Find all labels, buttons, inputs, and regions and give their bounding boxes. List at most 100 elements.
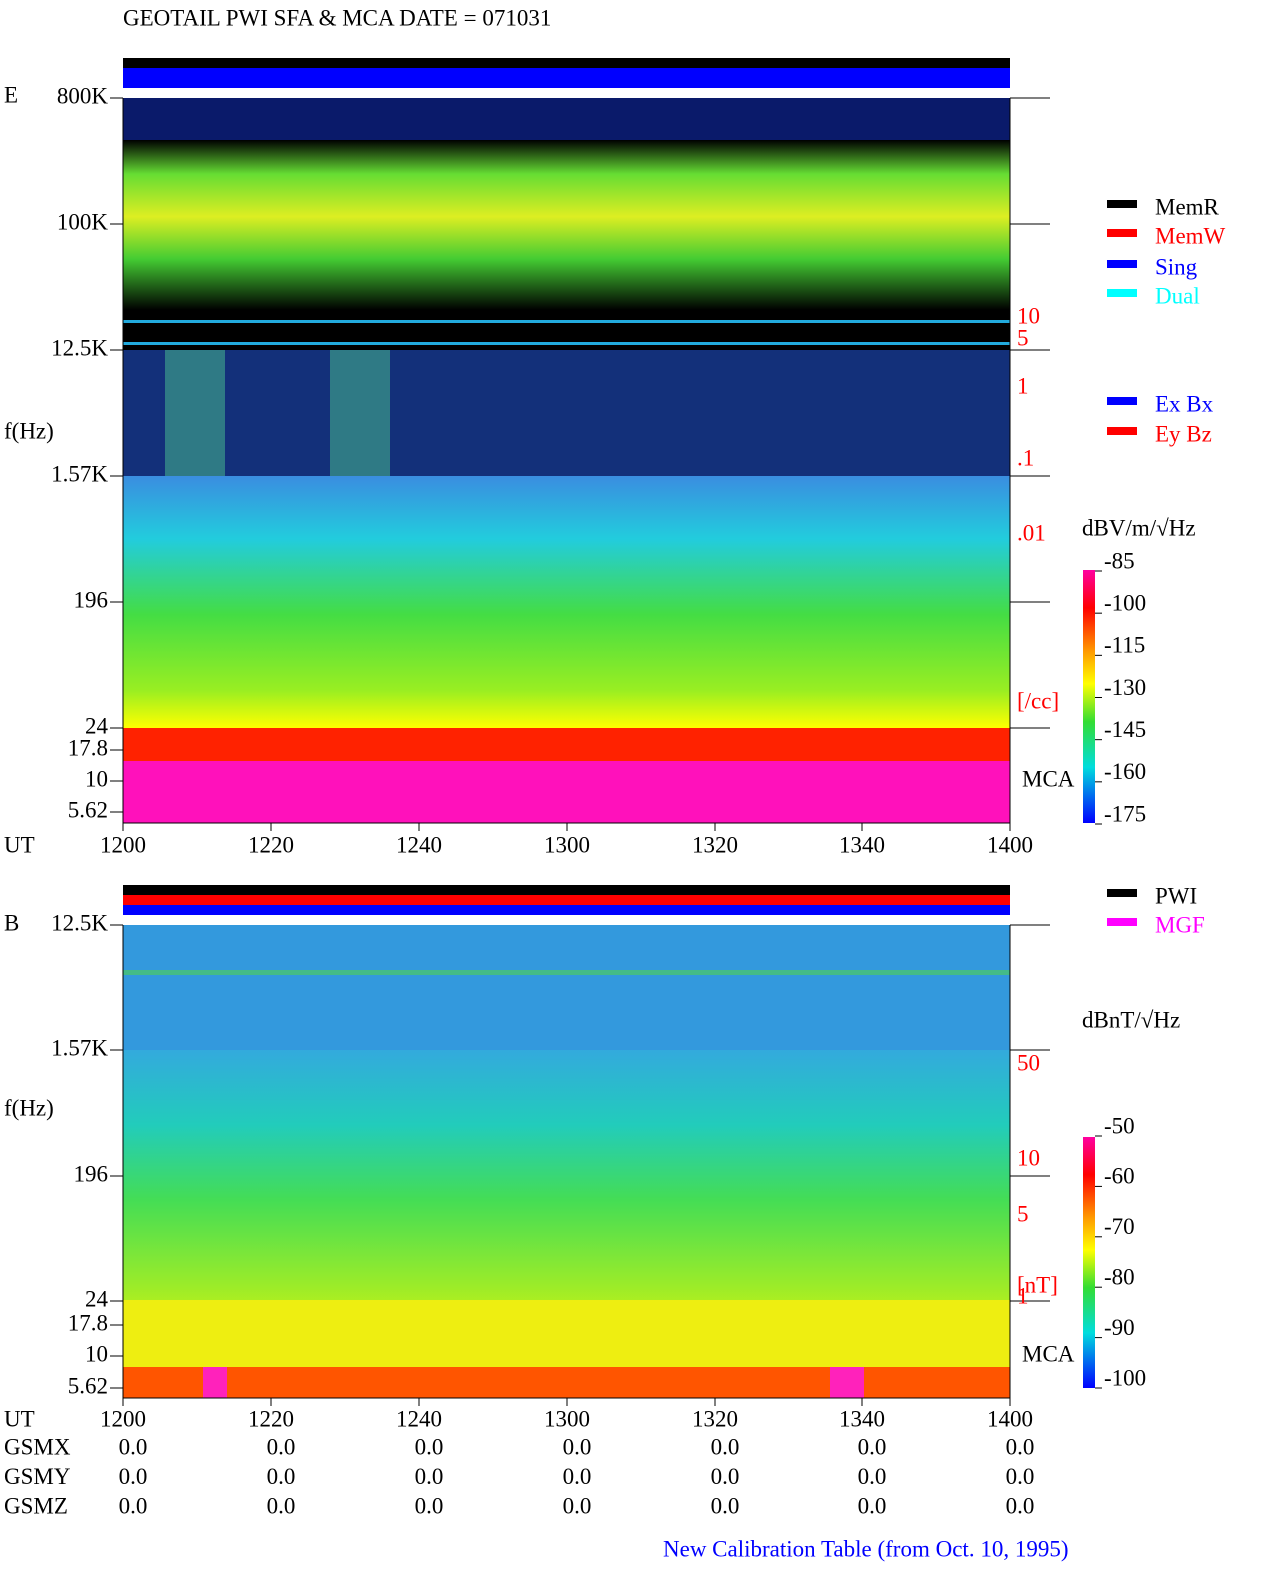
density-label: [nT]	[1017, 1272, 1058, 1297]
density-label: 5	[1017, 325, 1029, 350]
spectrogram	[203, 1367, 227, 1398]
x-tick-label: 1400	[987, 1406, 1033, 1431]
legend-label: Ex Bx	[1155, 391, 1214, 416]
orbit-value: 0.0	[563, 1493, 592, 1518]
colorbar-tick-label: -145	[1104, 717, 1146, 742]
orbit-value: 0.0	[267, 1464, 296, 1489]
spectrogram	[123, 1367, 1010, 1398]
legend-swatch	[1107, 260, 1137, 268]
colorbar-tick-label: -175	[1104, 801, 1146, 826]
x-tick-label: 1240	[396, 832, 442, 857]
colorbar-tick-label: -70	[1104, 1214, 1135, 1239]
colorbar-tick-label: -85	[1104, 548, 1135, 573]
spectrogram	[123, 320, 1010, 323]
y-tick-label: 5.62	[68, 1373, 108, 1398]
spectrogram	[123, 140, 1010, 310]
y-axis-label: f(Hz)	[4, 418, 54, 443]
colorbar-unit: dBV/m/√Hz	[1082, 515, 1196, 540]
status-bar	[123, 885, 1010, 895]
colorbar-tick-label: -160	[1104, 759, 1146, 784]
orbit-value: 0.0	[563, 1434, 592, 1459]
status-bar	[123, 905, 1010, 915]
density-label: [/cc]	[1017, 688, 1059, 713]
spectrogram	[165, 350, 225, 476]
legend-label: MGF	[1155, 912, 1205, 937]
legend-label: MemW	[1155, 223, 1226, 248]
x-tick-label: 1240	[396, 1406, 442, 1431]
orbit-value: 0.0	[711, 1493, 740, 1518]
x-tick-label: 1320	[692, 832, 738, 857]
y-tick-label: 196	[74, 587, 109, 612]
orbit-value: 0.0	[119, 1464, 148, 1489]
x-axis-label: UT	[4, 1406, 35, 1431]
colorbar-unit: dBnT/√Hz	[1082, 1007, 1180, 1032]
spectrogram	[123, 925, 1010, 1050]
legend-swatch	[1107, 397, 1137, 405]
legend-label: PWI	[1155, 883, 1197, 908]
density-label: .1	[1017, 445, 1034, 470]
orbit-value: 0.0	[1006, 1493, 1035, 1518]
panel-label: E	[4, 82, 18, 107]
x-tick-label: 1200	[100, 1406, 146, 1431]
title: GEOTAIL PWI SFA & MCA DATE = 071031	[123, 5, 551, 30]
colorbar-tick-label: -50	[1104, 1113, 1135, 1138]
legend-swatch	[1107, 289, 1137, 297]
legend-swatch	[1107, 200, 1137, 208]
colorbar-tick-label: -60	[1104, 1164, 1135, 1189]
orbit-value: 0.0	[858, 1493, 887, 1518]
colorbar-tick-label: -130	[1104, 675, 1146, 700]
orbit-label: GSMX	[4, 1434, 71, 1459]
orbit-value: 0.0	[415, 1434, 444, 1459]
density-label: 1	[1017, 373, 1029, 398]
orbit-value: 0.0	[267, 1493, 296, 1518]
colorbar	[1083, 1137, 1095, 1388]
orbit-value: 0.0	[415, 1464, 444, 1489]
y-tick-label: 10	[85, 1341, 108, 1366]
density-label: .01	[1017, 520, 1046, 545]
x-tick-label: 1220	[248, 832, 294, 857]
x-axis-label: UT	[4, 832, 35, 857]
density-label: 50	[1017, 1050, 1040, 1075]
spectrogram	[830, 1367, 864, 1398]
colorbar	[1083, 570, 1095, 823]
density-label: 1	[1017, 1283, 1029, 1308]
y-tick-label: 10	[85, 766, 108, 791]
y-tick-label: 24	[85, 713, 109, 738]
orbit-label: GSMZ	[4, 1493, 68, 1518]
spectrogram	[123, 970, 1010, 975]
y-tick-label: 17.8	[68, 735, 108, 760]
density-label: 5	[1017, 1201, 1029, 1226]
y-tick-label: 100K	[57, 209, 109, 234]
orbit-value: 0.0	[858, 1464, 887, 1489]
spectrogram	[123, 1300, 1010, 1367]
orbit-value: 0.0	[858, 1434, 887, 1459]
orbit-value: 0.0	[415, 1493, 444, 1518]
x-tick-label: 1220	[248, 1406, 294, 1431]
orbit-value: 0.0	[711, 1434, 740, 1459]
colorbar-tick-label: -100	[1104, 590, 1146, 615]
spectrogram	[330, 350, 390, 476]
legend-label: Dual	[1155, 283, 1200, 308]
spectrogram	[123, 728, 1010, 761]
orbit-value: 0.0	[267, 1434, 296, 1459]
x-tick-label: 1340	[839, 832, 885, 857]
mca-label: MCA	[1022, 766, 1075, 791]
orbit-value: 0.0	[119, 1434, 148, 1459]
x-tick-label: 1300	[544, 832, 590, 857]
density-label: 10	[1017, 303, 1040, 328]
legend-swatch	[1107, 427, 1137, 435]
orbit-label: GSMY	[4, 1464, 71, 1489]
spectrogram	[123, 476, 1010, 728]
x-tick-label: 1200	[100, 832, 146, 857]
y-tick-label: 24	[85, 1286, 109, 1311]
mca-label: MCA	[1022, 1341, 1075, 1366]
y-tick-label: 1.57K	[51, 1035, 108, 1060]
status-bar	[123, 68, 1010, 88]
orbit-value: 0.0	[563, 1464, 592, 1489]
legend-swatch	[1107, 889, 1137, 897]
y-tick-label: 17.8	[68, 1310, 108, 1335]
status-bar	[123, 895, 1010, 905]
colorbar-tick-label: -90	[1104, 1315, 1135, 1340]
legend-label: Sing	[1155, 254, 1198, 279]
